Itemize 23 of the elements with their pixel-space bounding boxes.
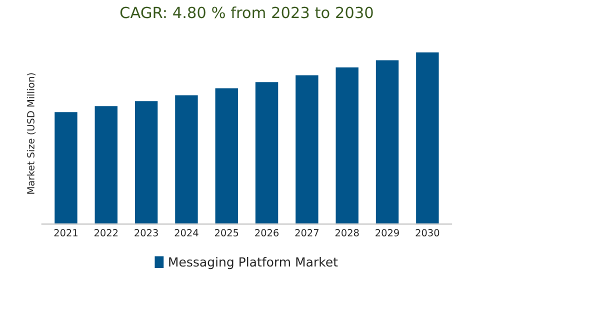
x-tick-label: 2027 [295, 229, 318, 236]
bar [174, 94, 200, 224]
bar [334, 66, 360, 224]
bar [254, 80, 280, 224]
x-tick-label: 2028 [335, 229, 359, 236]
x-tick-label: 2025 [214, 229, 238, 236]
bar [53, 110, 79, 224]
bar [374, 58, 400, 224]
bar [294, 74, 320, 224]
legend-label: Messaging Platform Market [169, 256, 338, 270]
x-tick-label: 2029 [376, 229, 399, 236]
bar [134, 100, 160, 224]
x-tick-label: 2023 [134, 229, 158, 236]
x-tick-label: 2022 [94, 229, 118, 236]
bar [93, 104, 119, 224]
bar [214, 86, 240, 224]
bar [414, 50, 440, 224]
x-tick-label: 2026 [255, 229, 279, 236]
x-tick-label: 2024 [174, 229, 198, 236]
y-axis-title: Market Size (USD Million) [26, 73, 36, 194]
x-tick-label: 2021 [54, 229, 78, 236]
chart-title: CAGR: 4.80 % from 2023 to 2030 [120, 6, 373, 18]
x-tick-label: 2030 [416, 229, 440, 236]
